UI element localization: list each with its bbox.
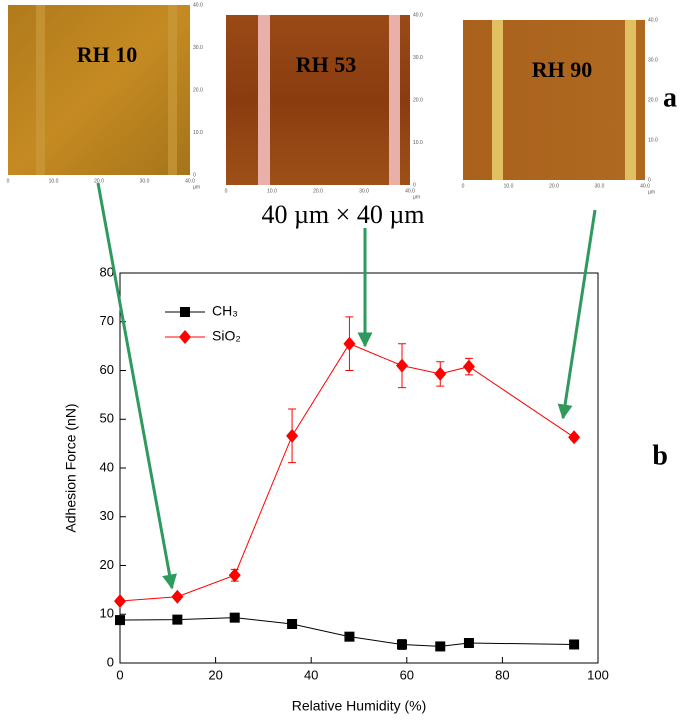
x-tick-label: 20 bbox=[208, 667, 222, 682]
marker bbox=[343, 336, 356, 351]
image-tick-label: 30.0 bbox=[140, 178, 150, 184]
panel-letter: b bbox=[652, 440, 668, 471]
marker bbox=[229, 612, 240, 623]
marker bbox=[228, 568, 241, 583]
panel-label: RH 53 bbox=[296, 52, 357, 77]
afm-image bbox=[8, 5, 190, 175]
x-tick-label: 60 bbox=[400, 667, 414, 682]
y-tick-label: 50 bbox=[100, 411, 114, 426]
y-axis-label: Adhesion Force (nN) bbox=[63, 403, 79, 532]
image-unit: µm bbox=[193, 184, 200, 190]
y-tick-label: 60 bbox=[100, 362, 114, 377]
x-tick-label: 0 bbox=[116, 667, 123, 682]
y-tick-label: 80 bbox=[100, 264, 114, 279]
legend-label: SiO₂ bbox=[212, 328, 241, 344]
image-tick-label: 40.0 bbox=[405, 188, 415, 194]
afm-image bbox=[226, 15, 410, 185]
marker bbox=[114, 594, 126, 609]
image-tick-label: 20.0 bbox=[413, 97, 423, 103]
panel-label: RH 90 bbox=[532, 57, 593, 82]
y-tick-label: 20 bbox=[100, 557, 114, 572]
marker bbox=[434, 366, 447, 381]
marker bbox=[568, 430, 581, 445]
image-tick-label: 20.0 bbox=[193, 87, 203, 93]
x-tick-label: 100 bbox=[587, 667, 609, 682]
image-tick-label: 30.0 bbox=[359, 188, 369, 194]
image-tick-label: 10.0 bbox=[267, 188, 277, 194]
image-tick-label: 40.0 bbox=[413, 12, 423, 18]
image-tick-label: 40.0 bbox=[193, 2, 203, 8]
legend-marker bbox=[179, 330, 191, 344]
image-tick-label: 10.0 bbox=[504, 183, 514, 189]
marker bbox=[171, 589, 184, 604]
image-unit: µm bbox=[648, 189, 655, 195]
image-tick-label: 20.0 bbox=[313, 188, 323, 194]
image-tick-label: 10.0 bbox=[49, 178, 59, 184]
legend-label: CH₃ bbox=[212, 303, 238, 319]
image-unit: µm bbox=[413, 194, 420, 200]
marker bbox=[569, 639, 580, 650]
image-tick-label: 40.0 bbox=[648, 17, 658, 23]
marker bbox=[172, 614, 183, 625]
legend-marker bbox=[180, 307, 190, 317]
image-tick-label: 0 bbox=[413, 182, 416, 188]
image-tick-label: 10.0 bbox=[413, 140, 423, 146]
marker bbox=[287, 619, 298, 629]
image-tick-label: 0 bbox=[193, 172, 196, 178]
image-tick-label: 40.0 bbox=[640, 183, 650, 189]
marker bbox=[397, 639, 408, 650]
plot-frame bbox=[119, 272, 599, 664]
image-tick-label: 30.0 bbox=[595, 183, 605, 189]
afm-image bbox=[463, 20, 645, 180]
y-tick-label: 30 bbox=[100, 508, 114, 523]
image-tick-label: 20.0 bbox=[549, 183, 559, 189]
x-tick-label: 80 bbox=[495, 667, 509, 682]
y-tick-label: 10 bbox=[100, 606, 114, 621]
image-tick-label: 40.0 bbox=[185, 178, 195, 184]
marker bbox=[435, 641, 446, 652]
image-tick-label: 20.0 bbox=[94, 178, 104, 184]
x-tick-label: 40 bbox=[304, 667, 318, 682]
image-tick-label: 0 bbox=[462, 183, 465, 189]
image-tick-label: 30.0 bbox=[413, 55, 423, 61]
y-tick-label: 40 bbox=[100, 459, 114, 474]
series-line bbox=[119, 343, 575, 602]
image-tick-label: 10.0 bbox=[648, 137, 658, 143]
panel-letter: a bbox=[663, 82, 677, 113]
marker bbox=[462, 359, 475, 374]
image-tick-label: 0 bbox=[7, 178, 10, 184]
y-tick-label: 0 bbox=[107, 654, 114, 669]
image-tick-label: 20.0 bbox=[648, 97, 658, 103]
image-tick-label: 0 bbox=[225, 188, 228, 194]
image-tick-label: 30.0 bbox=[648, 57, 658, 63]
image-tick-label: 30.0 bbox=[193, 45, 203, 51]
image-tick-label: 0 bbox=[648, 177, 651, 183]
arrows bbox=[96, 182, 597, 590]
marker bbox=[286, 428, 299, 443]
panel-label: RH 10 bbox=[77, 42, 138, 67]
marker bbox=[463, 638, 474, 649]
x-axis-label: Relative Humidity (%) bbox=[292, 698, 427, 714]
scale-text: 40 µm × 40 µm bbox=[261, 200, 424, 229]
marker bbox=[396, 358, 409, 373]
marker bbox=[344, 631, 355, 642]
y-tick-label: 70 bbox=[100, 313, 114, 328]
marker bbox=[115, 615, 125, 626]
image-tick-label: 10.0 bbox=[193, 130, 203, 136]
